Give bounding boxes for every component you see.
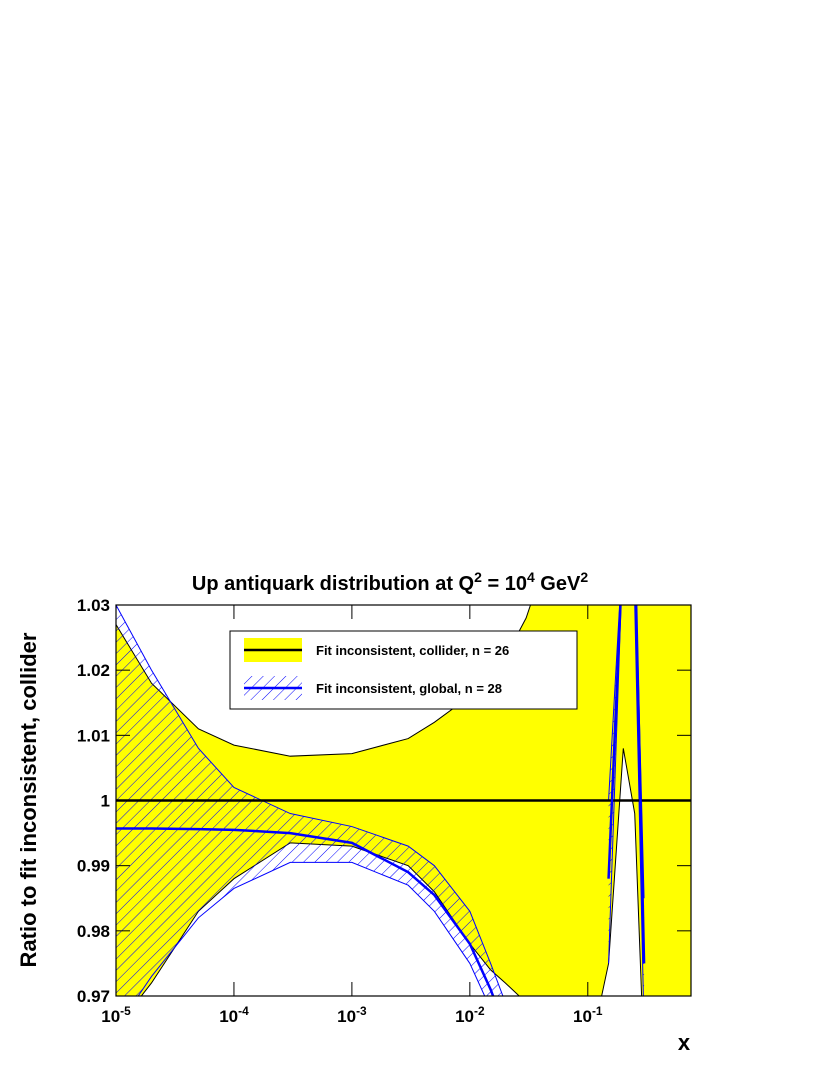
legend-label: Fit inconsistent, collider, n = 26 [316, 643, 509, 658]
x-tick-label: 10-3 [337, 1004, 367, 1026]
y-axis-label: Ratio to fit inconsistent, collider [16, 632, 41, 967]
y-tick-label: 0.98 [77, 922, 110, 941]
central-line [607, 605, 646, 964]
x-tick-label: 10-4 [219, 1004, 249, 1026]
band-lower-edge [608, 605, 644, 996]
x-tick-label: 10-2 [455, 1004, 485, 1026]
legend: Fit inconsistent, collider, n = 26 Fit in… [229, 630, 578, 710]
x-tick-label: 10-1 [573, 1004, 603, 1026]
band-lower-edge [137, 861, 486, 996]
y-tick-label: 1.03 [77, 596, 110, 615]
chart-title: Up antiquark distribution at Q2 = 104 Ge… [192, 569, 588, 595]
axes: 0.97 0.98 0.99 1 1.01 1.02 1.03 10-5 10-4 10-3 10-… [77, 596, 691, 1026]
y-tick-label: 1.01 [77, 726, 110, 745]
band-upper-edge [116, 605, 504, 996]
y-tick-label: 1 [101, 792, 110, 811]
central-line [116, 827, 495, 996]
band-area [116, 605, 503, 996]
y-tick-label: 0.99 [77, 857, 110, 876]
x-axis-label: x [678, 1030, 691, 1055]
x-tick-label: 10-5 [101, 1004, 131, 1026]
y-tick-label: 1.02 [77, 661, 110, 680]
y-tick-label: 0.97 [77, 987, 110, 1006]
legend-label: Fit inconsistent, global, n = 28 [316, 681, 502, 696]
